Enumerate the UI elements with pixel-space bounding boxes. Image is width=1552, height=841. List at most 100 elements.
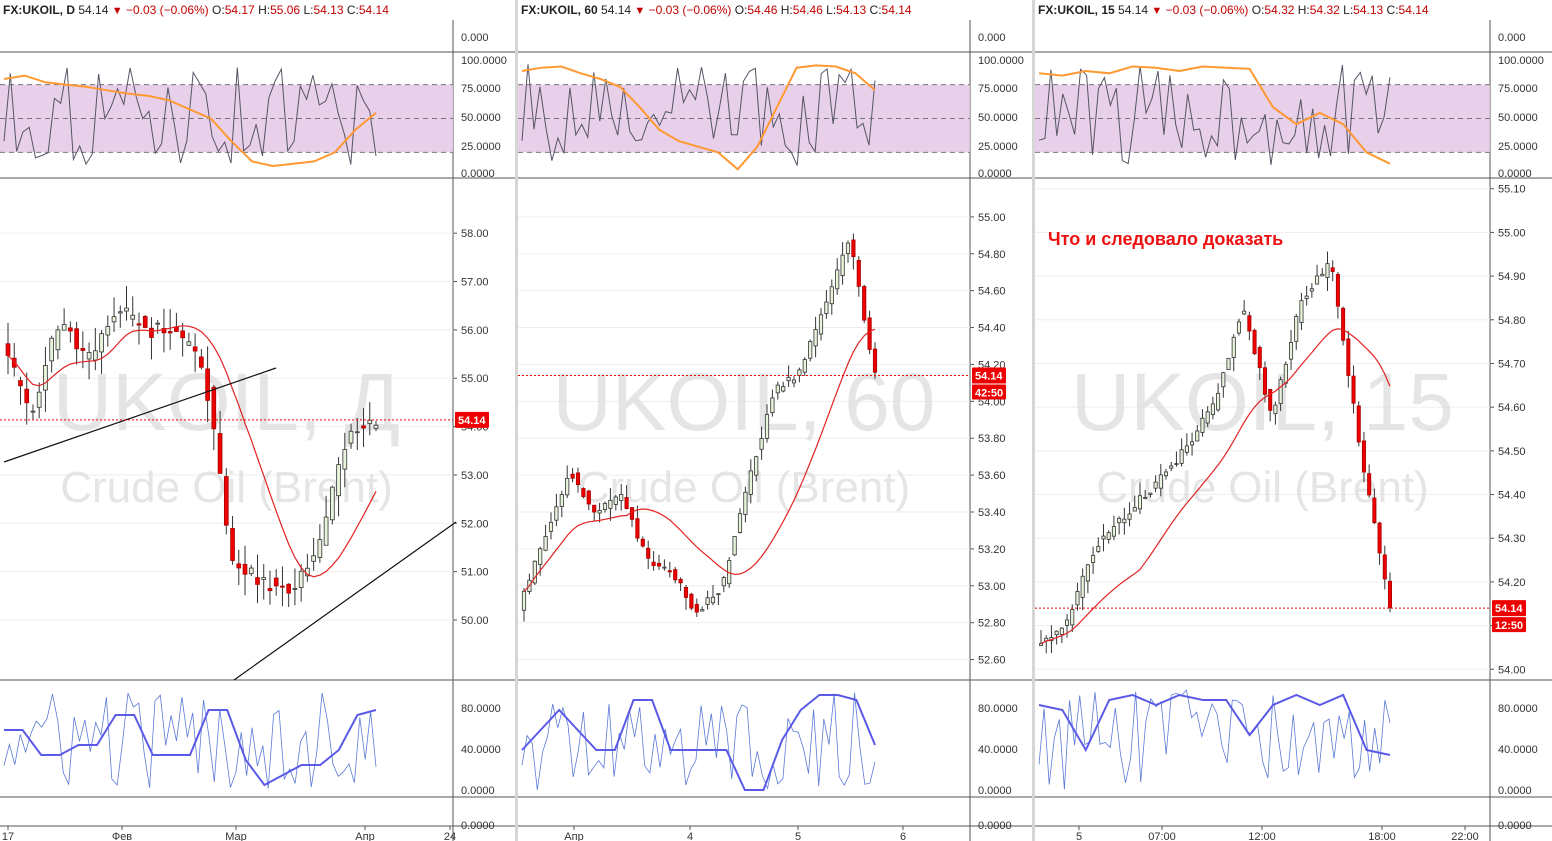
candle-up [710,596,716,604]
watermark-name: Crude Oil (Brent) [1096,463,1429,512]
stoch-tick-label: 80.0000 [1498,703,1538,715]
candle-up [597,509,602,514]
candle-up [532,560,537,584]
candle-down [199,356,204,368]
candle-up [662,566,667,569]
candle-down [242,563,248,575]
candle-up [743,491,748,515]
high-label: H: [780,3,793,17]
price-tick-label: 53.60 [978,470,1006,482]
stoch-fast-line [521,692,876,791]
price-tag-box [1492,600,1526,617]
candle-down [180,330,185,339]
rsi-tick-label: 25.0000 [978,141,1018,153]
rsi-tick-label: 50.0000 [978,112,1018,124]
candle-down [1346,338,1351,376]
price-tick-label: 55.00 [461,373,489,385]
candle-up [802,359,807,373]
candle-up [1289,342,1294,360]
candle-up [1278,379,1283,404]
candle-down [624,497,629,510]
symbol-label[interactable]: FX:UKOIL, 15 [1038,3,1115,17]
candle-up [1184,445,1189,453]
symbol-header: FX:UKOIL, 60 54.14 ▼ −0.03 (−0.06%) O:54… [521,2,912,18]
candle-up [43,365,48,391]
candle-up [1294,316,1299,342]
time-tick-label: 07:00 [1148,831,1176,841]
rsi-tick-label: 25.0000 [461,141,501,153]
candle-up [30,410,36,413]
rsi-fast-line [1038,65,1391,165]
candle-down [161,327,167,334]
watermark-symbol: UKOIL, 15 [1071,357,1454,448]
panel-divider[interactable] [515,0,518,841]
symbol-header: FX:UKOIL, 15 54.14 ▼ −0.03 (−0.06%) O:54… [1038,2,1429,18]
stoch-slow-line [521,694,876,791]
candle-up [1231,336,1236,358]
candle-down [267,588,273,592]
chart-panel-daily[interactable]: FX:UKOIL, D 54.14 ▼ −0.03 (−0.06%) O:54.… [0,0,515,841]
candle-up [86,352,92,360]
candle-down [673,569,678,581]
price-tick-label: 52.00 [461,518,489,530]
price-tick-label: 50.00 [461,615,489,627]
time-tick-label: 4 [687,831,693,841]
stoch-tick-label: 40.0000 [1498,744,1538,756]
candle-down [142,316,148,328]
candle-up [342,449,348,470]
low-value: 54.13 [836,3,867,17]
chart-canvas[interactable]: 58.0057.0056.0055.0054.0053.0052.0051.00… [0,0,515,841]
chart-canvas[interactable]: 55.10 55.00 54.90 54.80 54.70 54.60 54.50 54.40… [1035,0,1552,841]
candle-up [716,593,721,596]
price-tick-label: 54.40 [1498,490,1526,502]
candle-up [1127,513,1132,520]
candle-down [18,380,23,387]
candle-up [705,597,710,605]
candle-up [797,369,802,376]
candle-down [68,327,73,332]
symbol-label[interactable]: FX:UKOIL, 60 [521,3,598,17]
candle-up [186,341,192,346]
candle-up [1075,591,1080,606]
candle-down [629,507,635,520]
candle-up [248,567,254,575]
chart-annotation[interactable]: Что и следовало доказать [1048,229,1284,249]
candle-down [1257,347,1262,369]
candle-down [192,346,198,352]
chart-canvas[interactable]: 55.0054.8054.6054.4054.2054.0053.8053.60… [518,0,1032,841]
candle-down [646,547,651,559]
low-value: 54.13 [313,3,344,17]
price-tag: 54.14 [458,415,486,427]
chart-panel-15min[interactable]: FX:UKOIL, 15 54.14 ▼ −0.03 (−0.06%) O:54… [1035,0,1552,841]
chart-panel-hourly[interactable]: FX:UKOIL, 60 54.14 ▼ −0.03 (−0.06%) O:54… [518,0,1032,841]
candle-up [754,456,759,476]
candle-up [775,384,780,394]
time-tick-label: Апр [355,831,374,841]
down-arrow-icon: ▼ [634,5,646,17]
stoch-tick-label: 0.0000 [461,820,495,832]
candle-down [1387,580,1393,609]
moving-average-line [7,325,377,578]
symbol-label[interactable]: FX:UKOIL, D [3,3,75,17]
candle-down [592,504,597,513]
candle-down [640,538,645,547]
high-value: 54.46 [792,3,823,17]
candle-down [1377,522,1382,554]
price-tick-label: 54.50 [1498,446,1526,458]
price-tag: 54.14 [1495,603,1523,615]
rsi-tick-label: 50.0000 [461,112,501,124]
candle-down [586,490,591,505]
price-tick-label: 55.00 [978,212,1006,224]
stoch-slow-line [1038,693,1391,756]
rsi-tick-label: 25.0000 [1498,141,1538,153]
candle-down [1335,273,1340,307]
candle-up [336,464,341,497]
candle-down [80,348,86,351]
candle-down [74,328,79,350]
candle-up [1080,575,1085,598]
price-tick-label: 54.60 [978,286,1006,298]
candle-down [1252,329,1257,355]
panel-divider[interactable] [1032,0,1035,841]
high-label: H: [1297,3,1310,17]
candle-up [1148,492,1153,495]
